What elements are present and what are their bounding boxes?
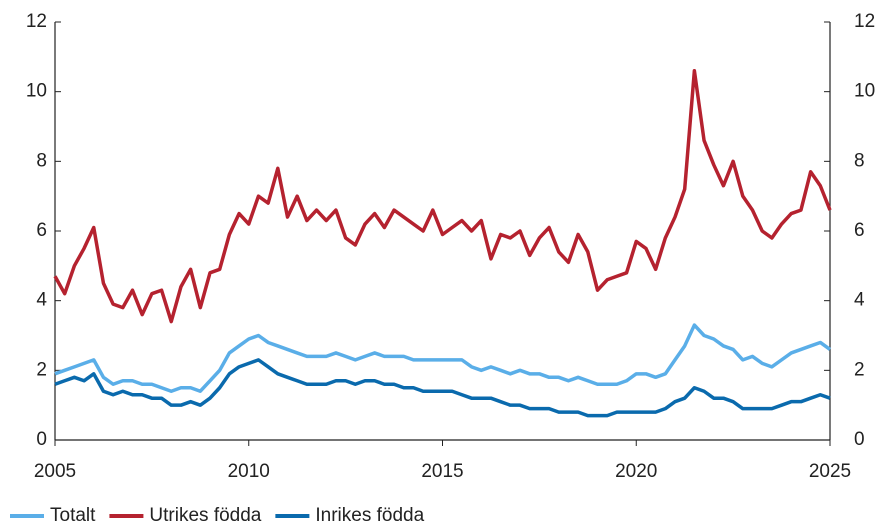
y2-tick-label: 8: [854, 150, 865, 171]
x-tick-label: 2015: [421, 461, 463, 482]
y2-tick-label: 6: [854, 220, 865, 241]
line-series: [54, 358, 831, 418]
y-tick-label: 6: [36, 220, 47, 241]
legend-label: Utrikes födda: [149, 505, 261, 526]
legend-label: Inrikes födda: [315, 505, 424, 526]
y-tick-label: 2: [36, 359, 47, 380]
legend-label: Totalt: [50, 505, 96, 526]
y2-tick-label: 4: [854, 290, 865, 311]
y-tick-label: 4: [36, 290, 47, 311]
x-tick-label: 2005: [34, 461, 76, 482]
y-tick-label: 10: [26, 81, 47, 102]
y2-tick-label: 0: [854, 429, 865, 450]
line-series: [53, 69, 832, 324]
x-tick-label: 2020: [615, 461, 657, 482]
line-series: [54, 323, 832, 393]
y2-tick-label: 12: [854, 11, 875, 32]
y2-tick-label: 2: [854, 359, 865, 380]
y-tick-label: 12: [26, 11, 47, 32]
y-tick-label: 8: [36, 150, 47, 171]
x-tick-label: 2025: [809, 461, 851, 482]
y2-tick-label: 10: [854, 81, 875, 102]
x-tick-label: 2010: [228, 461, 270, 482]
y-tick-label: 0: [36, 429, 47, 450]
